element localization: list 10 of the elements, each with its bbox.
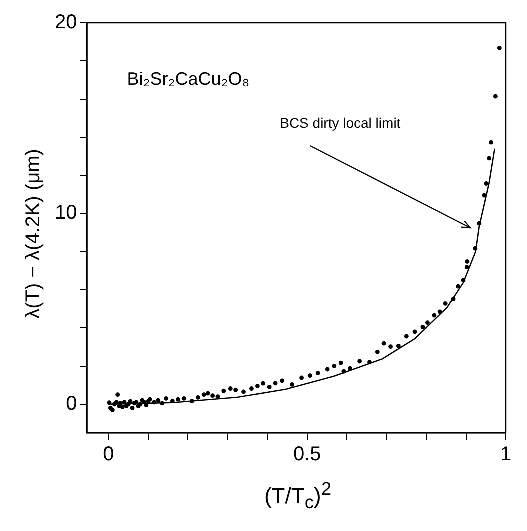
y-axis-title: λ(T) − λ(4.2K) (μm) xyxy=(22,149,46,319)
y-tick-label: 0 xyxy=(66,392,78,415)
y-tick-label: 10 xyxy=(54,202,78,224)
annotation: BCS dirty local limit xyxy=(280,115,401,131)
x-axis-title: (T/T$_{c}$)$^{2}$ xyxy=(263,478,333,514)
x-tick-label: 0.5 xyxy=(293,444,322,466)
x-tick-label: 0 xyxy=(103,444,114,466)
annotation: Bi₂Sr₂CaCu₂O₈ xyxy=(127,69,250,89)
y-tick-label: 20 xyxy=(54,12,78,34)
x-tick-label: 1 xyxy=(500,444,512,466)
